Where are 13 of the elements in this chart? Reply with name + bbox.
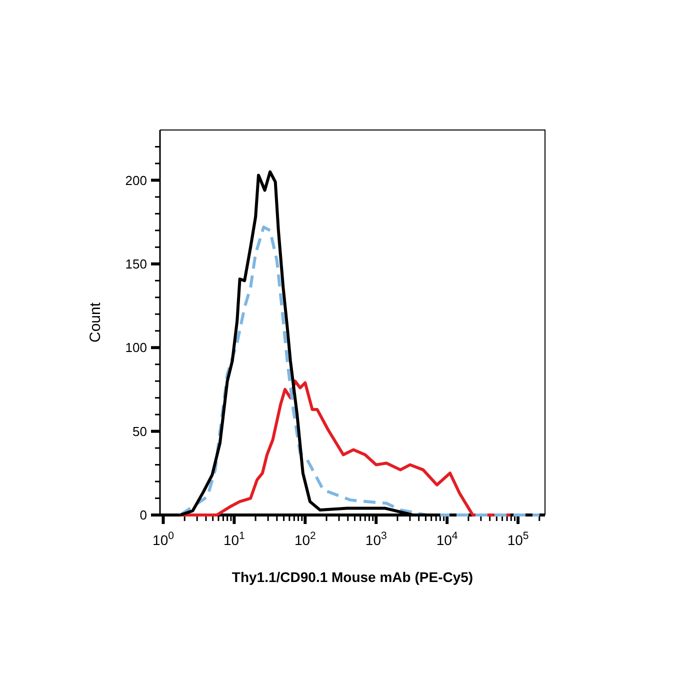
y-tick-label: 150 — [125, 256, 147, 272]
x-tick-label: 10$^{0}$ — [152, 530, 174, 548]
y-tick-label: 50 — [132, 424, 147, 439]
y-axis-title: Count — [87, 302, 104, 343]
x-axis-title: Thy1.1/CD90.1 Mouse mAb (PE-Cy5) — [232, 569, 474, 585]
y-tick-label: 100 — [125, 340, 147, 356]
x-tick-label: 10$^{4}$ — [436, 530, 458, 548]
x-tick-label: 10$^{2}$ — [294, 530, 316, 548]
x-tick-label: 10$^{5}$ — [507, 530, 529, 548]
y-tick-label: 0 — [140, 508, 147, 523]
x-tick-label: 10$^{3}$ — [365, 530, 387, 548]
x-tick-label: 10$^{1}$ — [223, 530, 246, 548]
y-tick-label: 200 — [125, 172, 147, 188]
